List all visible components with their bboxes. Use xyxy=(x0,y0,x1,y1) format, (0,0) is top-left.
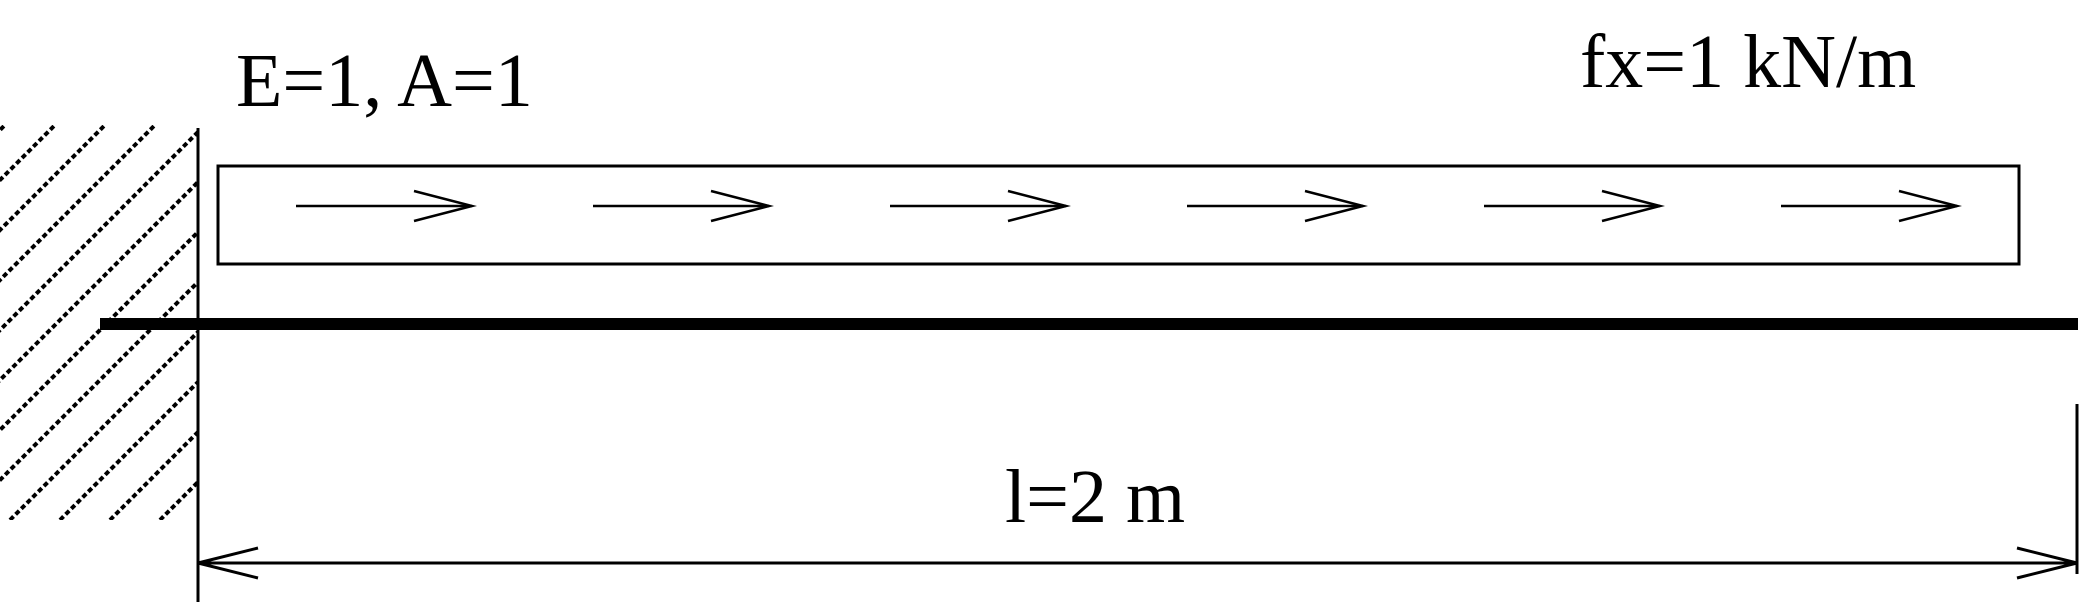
load-arrow xyxy=(890,189,1071,223)
fixed-support-hatching xyxy=(0,125,198,520)
load-arrow xyxy=(1484,189,1665,223)
load-arrow xyxy=(1781,189,1962,223)
right-arrowhead xyxy=(2016,546,2078,580)
distributed-load-box xyxy=(216,164,2021,266)
load-arrow xyxy=(296,189,477,223)
load-arrow xyxy=(1187,189,1368,223)
load-arrows xyxy=(296,189,1962,223)
left-arrowhead xyxy=(197,546,259,580)
material-label: E=1, A=1 xyxy=(236,39,533,123)
dimension-line xyxy=(197,404,2079,580)
load-label: fx=1 kN/m xyxy=(1580,20,1916,104)
length-label: l=2 m xyxy=(1005,455,1185,539)
load-arrow xyxy=(593,189,774,223)
